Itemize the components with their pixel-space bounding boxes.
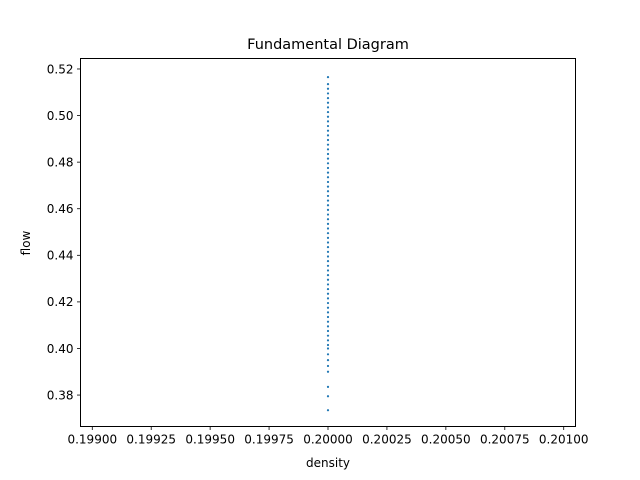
data-point [326, 325, 330, 328]
data-point [326, 76, 330, 79]
x-tick-label: 0.19925 [126, 433, 176, 447]
y-axis-ticks: 0.38 0.40 0.42 0.44 0.46 0.48 0.50 0.52 [47, 62, 81, 402]
x-tick-label: 0.20050 [421, 433, 471, 447]
x-tick-label: 0.20000 [303, 433, 353, 447]
data-point [326, 83, 330, 86]
data-point [326, 359, 330, 362]
x-axis-ticks: 0.19900 0.19925 0.19950 0.19975 0.20000 0.200… [67, 426, 589, 447]
data-point [326, 176, 330, 179]
x-tick-label: 0.19975 [244, 433, 294, 447]
data-point [326, 370, 330, 373]
data-point [326, 180, 330, 184]
data-point [326, 255, 330, 258]
scatter-points [326, 76, 330, 412]
x-tick-label: 0.19900 [67, 433, 117, 447]
data-point [326, 236, 330, 239]
data-point [326, 162, 330, 165]
data-point [326, 143, 330, 146]
x-tick-label: 0.20100 [539, 433, 589, 447]
data-point [326, 138, 330, 142]
y-tick-label: 0.46 [47, 202, 74, 216]
data-point [326, 87, 330, 90]
x-tick-label: 0.19950 [185, 433, 235, 447]
data-point [326, 292, 330, 295]
data-point [326, 190, 330, 193]
y-axis-label: flow [19, 230, 33, 255]
x-axis-label: density [306, 456, 350, 470]
data-point [326, 339, 330, 342]
data-point [326, 334, 330, 337]
data-point [326, 343, 330, 347]
data-point [326, 347, 330, 350]
data-point [326, 311, 330, 314]
data-point [326, 287, 330, 291]
data-point [326, 269, 330, 272]
data-point [326, 227, 330, 230]
data-point [326, 246, 330, 249]
data-point [326, 120, 330, 123]
data-point [326, 101, 330, 104]
data-point [326, 385, 330, 389]
data-point [326, 353, 330, 356]
data-point [326, 115, 330, 118]
y-tick-label: 0.50 [47, 109, 74, 123]
data-point [326, 134, 330, 137]
y-tick-label: 0.42 [47, 295, 74, 309]
data-point [326, 260, 330, 263]
data-point [326, 222, 330, 225]
y-tick-label: 0.38 [47, 388, 74, 402]
chart-title: Fundamental Diagram [247, 37, 409, 53]
data-point [326, 166, 330, 170]
y-tick-label: 0.40 [47, 342, 74, 356]
data-point [326, 92, 330, 95]
data-point [326, 232, 330, 235]
y-tick-label: 0.44 [47, 249, 74, 263]
data-point [326, 96, 330, 100]
data-point [326, 364, 330, 368]
data-point [326, 204, 330, 207]
data-point [326, 241, 330, 244]
data-point [326, 297, 330, 300]
data-point [326, 148, 330, 151]
y-tick-label: 0.52 [47, 62, 74, 76]
data-point [326, 306, 330, 309]
data-point [326, 315, 330, 319]
data-point [326, 301, 330, 305]
data-point [326, 213, 330, 216]
data-point [326, 106, 330, 109]
data-point [326, 278, 330, 281]
data-point [326, 274, 330, 277]
x-tick-label: 0.20075 [480, 433, 530, 447]
data-point [326, 320, 330, 323]
data-point [326, 395, 330, 398]
x-tick-label: 0.20025 [362, 433, 412, 447]
axes-frame [80, 58, 576, 427]
data-point [326, 329, 330, 333]
data-point [326, 124, 330, 128]
data-point [326, 218, 330, 221]
data-point [326, 264, 330, 267]
y-tick-label: 0.48 [47, 155, 74, 169]
data-point [326, 157, 330, 160]
data-point [326, 199, 330, 202]
data-point [326, 283, 330, 286]
data-point [326, 208, 330, 211]
data-point [326, 185, 330, 188]
data-point [326, 171, 330, 174]
data-point [326, 152, 330, 156]
data-point [326, 409, 330, 412]
data-point [326, 250, 330, 253]
data-point [326, 194, 330, 198]
data-point [326, 129, 330, 132]
data-point [326, 110, 330, 114]
